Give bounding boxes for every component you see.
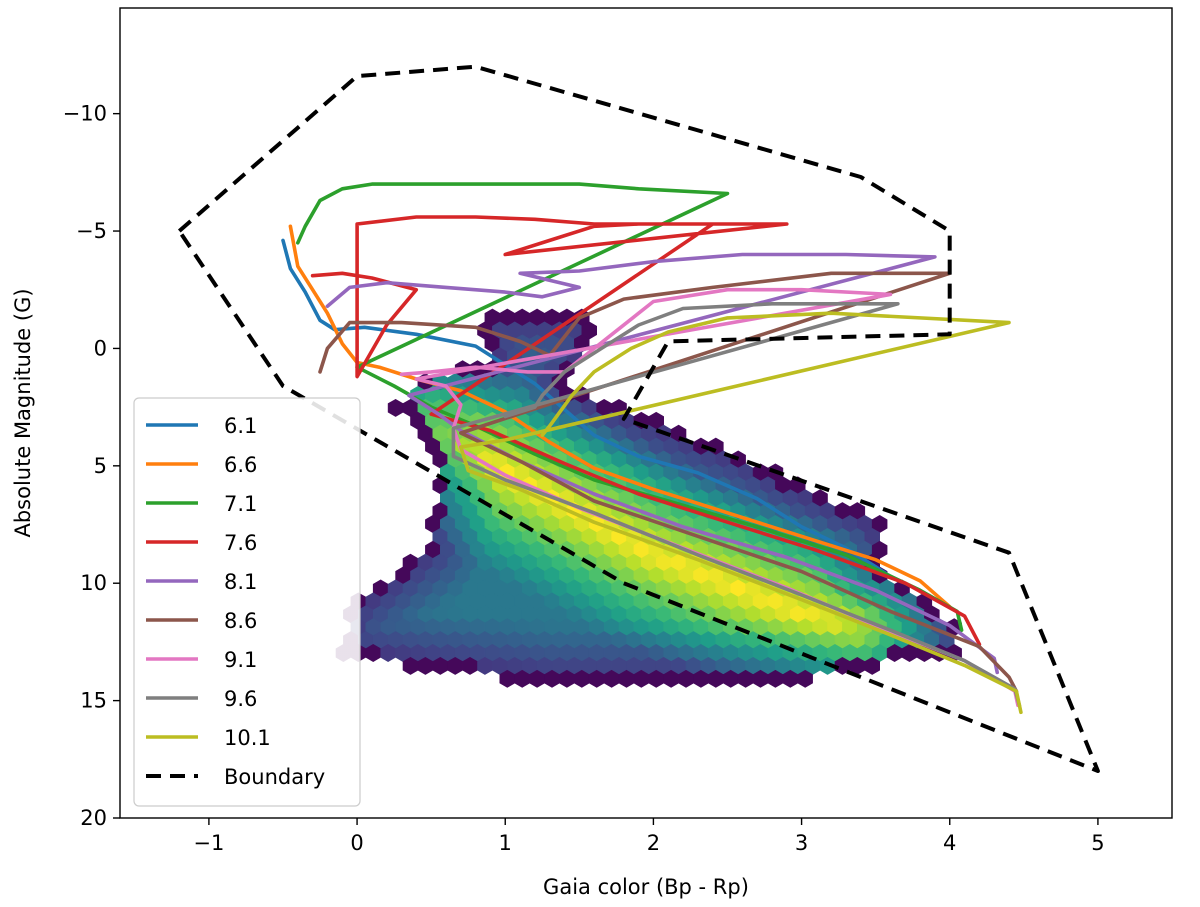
x-tick-label: −1	[193, 831, 224, 855]
series-line-8-6	[318, 271, 1019, 693]
legend-entry: 9.6	[146, 687, 257, 711]
x-axis-ticks: −1 0 1 2 3 4 5	[193, 818, 1105, 855]
y-tick-label: 20	[80, 806, 107, 830]
x-tick-label: 4	[943, 831, 956, 855]
y-tick-label: −10	[63, 102, 107, 126]
legend-label: 7.6	[224, 531, 257, 555]
legend-label: 10.1	[224, 726, 271, 750]
series-line-7-1	[296, 182, 964, 632]
series-line-7-6	[310, 215, 982, 647]
legend-label: 9.1	[224, 648, 257, 672]
legend: 6.1 6.6 7.1 7.6 8.1 8.6 9.1 9.6 10.1 Boundary	[133, 397, 361, 807]
legend-entry: 6.6	[146, 453, 257, 477]
series-lines	[177, 64, 1100, 773]
x-tick-label: 5	[1091, 831, 1104, 855]
legend-label: 6.6	[224, 453, 257, 477]
plot-frame	[119, 7, 1173, 819]
series-line-10-1	[459, 311, 1023, 715]
y-tick-label: 0	[94, 336, 107, 360]
hexbin-cell	[797, 669, 813, 688]
legend-entries: 6.1 6.6 7.1 7.6 8.1 8.6 9.1 9.6 10.1 Boundary	[146, 414, 325, 789]
y-tick-label: −5	[76, 219, 107, 243]
legend-entry: 6.1	[146, 414, 257, 438]
series-line-8-1	[325, 252, 999, 675]
series-line-6-6	[288, 224, 952, 609]
x-tick-label: 1	[499, 831, 512, 855]
x-tick-label: 3	[795, 831, 808, 855]
legend-entry: 9.1	[146, 648, 257, 672]
legend-entry: 10.1	[146, 726, 271, 750]
legend-label: 8.6	[224, 609, 257, 633]
legend-frame	[133, 397, 361, 807]
hexbin-cell	[864, 656, 881, 675]
legend-entry: 8.1	[146, 570, 257, 594]
legend-label: 7.1	[224, 492, 257, 516]
y-tick-label: 5	[94, 454, 107, 478]
legend-label: Boundary	[224, 765, 325, 789]
x-tick-label: 0	[350, 831, 363, 855]
legend-entry: 7.1	[146, 492, 257, 516]
legend-label: 6.1	[224, 414, 257, 438]
legend-label: 9.6	[224, 687, 257, 711]
legend-label: 8.1	[224, 570, 257, 594]
y-axis-ticks: −10 −5 0 5 10 15 20	[63, 102, 120, 830]
x-axis-label: Gaia color (Bp - Rp)	[543, 875, 749, 899]
legend-entry: Boundary	[146, 765, 325, 789]
y-axis-label: Absolute Magnitude (G)	[11, 288, 35, 537]
x-tick-label: 2	[647, 831, 660, 855]
legend-entry: 8.6	[146, 609, 257, 633]
y-tick-label: 10	[80, 571, 107, 595]
series-line-9-6	[451, 302, 1022, 708]
series-line-6-1	[281, 238, 896, 581]
legend-entry: 7.6	[146, 531, 257, 555]
y-tick-label: 15	[80, 689, 107, 713]
